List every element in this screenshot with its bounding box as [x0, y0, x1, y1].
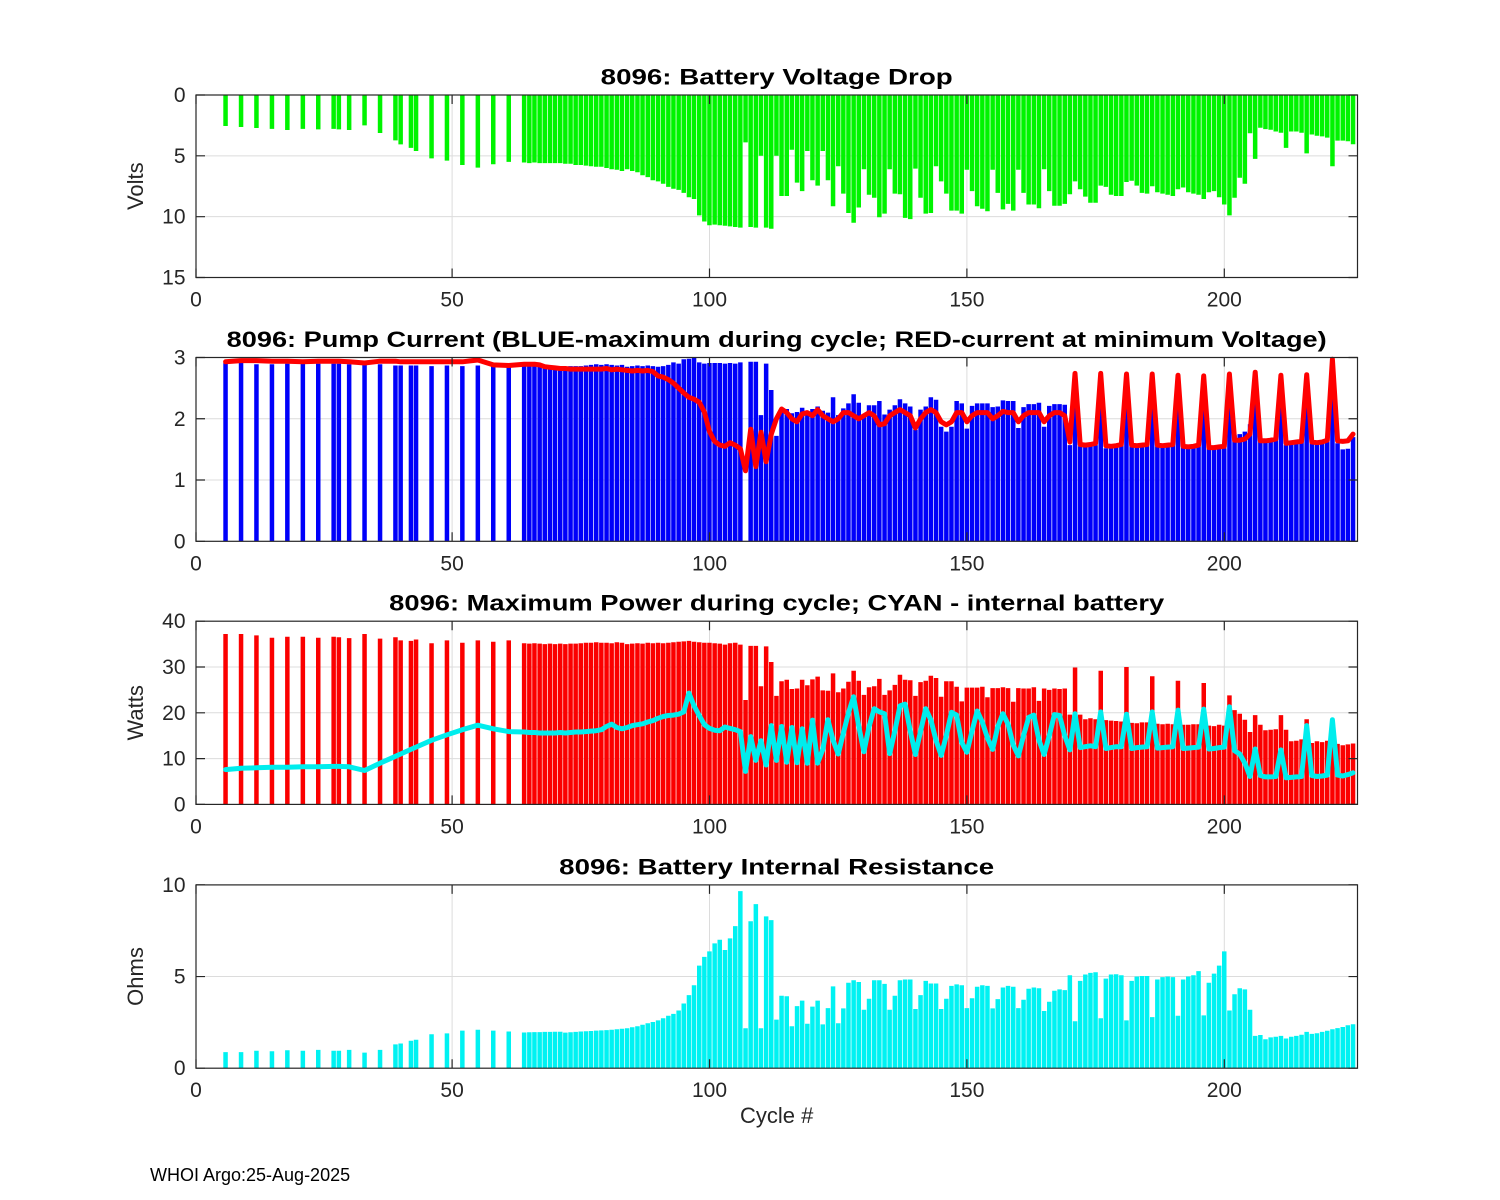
svg-text:1: 1 [174, 469, 186, 492]
svg-text:40: 40 [162, 610, 185, 633]
svg-text:100: 100 [692, 552, 727, 575]
svg-text:8096: Pump Current (BLUE-maxim: 8096: Pump Current (BLUE-maximum during … [227, 327, 1327, 352]
svg-text:150: 150 [949, 552, 984, 575]
svg-text:0: 0 [174, 793, 186, 816]
svg-text:8096: Battery Internal Resista: 8096: Battery Internal Resistance [559, 854, 994, 879]
svg-text:150: 150 [949, 815, 984, 838]
svg-text:50: 50 [440, 1079, 463, 1102]
svg-text:0: 0 [190, 289, 202, 312]
svg-text:10: 10 [162, 206, 185, 229]
svg-text:15: 15 [162, 267, 185, 290]
svg-text:100: 100 [692, 1079, 727, 1102]
svg-text:Volts: Volts [123, 162, 148, 210]
svg-text:10: 10 [162, 748, 185, 771]
svg-text:WHOI Argo:25-Aug-2025: WHOI Argo:25-Aug-2025 [150, 1165, 350, 1185]
svg-text:30: 30 [162, 656, 185, 679]
svg-text:10: 10 [162, 874, 185, 897]
svg-text:Cycle #: Cycle # [740, 1103, 814, 1128]
svg-text:50: 50 [440, 289, 463, 312]
svg-text:20: 20 [162, 702, 185, 725]
svg-text:0: 0 [190, 1079, 202, 1102]
svg-text:200: 200 [1207, 552, 1242, 575]
svg-text:0: 0 [174, 530, 186, 553]
svg-text:5: 5 [174, 966, 186, 989]
svg-text:Ohms: Ohms [123, 947, 148, 1006]
svg-text:150: 150 [949, 289, 984, 312]
svg-text:200: 200 [1207, 815, 1242, 838]
svg-text:0: 0 [190, 552, 202, 575]
svg-text:100: 100 [692, 289, 727, 312]
svg-text:8096: Battery Voltage Drop: 8096: Battery Voltage Drop [601, 65, 953, 90]
svg-text:5: 5 [174, 145, 186, 168]
svg-text:50: 50 [440, 552, 463, 575]
svg-text:8096: Maximum Power during cyc: 8096: Maximum Power during cycle; CYAN -… [389, 591, 1165, 616]
svg-text:Watts: Watts [123, 685, 148, 740]
svg-text:0: 0 [190, 815, 202, 838]
svg-text:0: 0 [174, 1057, 186, 1080]
svg-text:0: 0 [174, 84, 186, 107]
svg-text:50: 50 [440, 815, 463, 838]
svg-text:2: 2 [174, 408, 186, 431]
svg-text:3: 3 [174, 347, 186, 370]
svg-text:200: 200 [1207, 289, 1242, 312]
svg-text:150: 150 [949, 1079, 984, 1102]
svg-text:200: 200 [1207, 1079, 1242, 1102]
svg-text:100: 100 [692, 815, 727, 838]
